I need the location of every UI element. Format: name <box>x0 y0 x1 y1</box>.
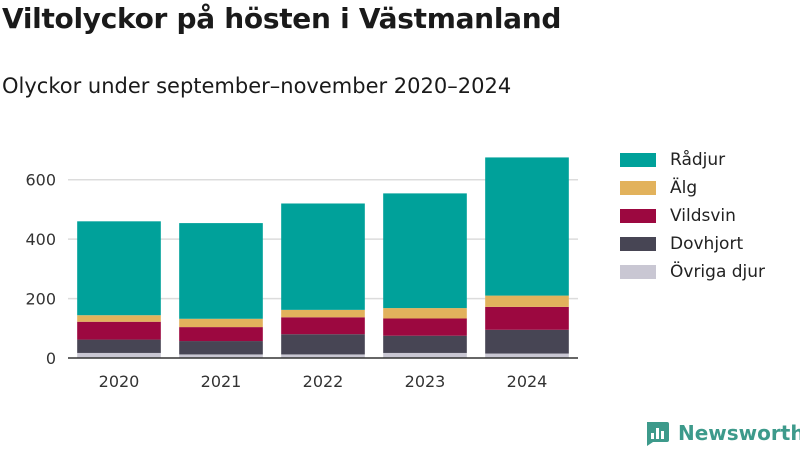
legend-item: Övriga djur <box>620 258 765 286</box>
y-tick-label: 0 <box>46 349 56 368</box>
legend-item: Älg <box>620 174 765 202</box>
newsworthy-logo-icon <box>647 422 669 446</box>
brand-name: Newsworthy <box>678 421 800 445</box>
bar-segment <box>383 352 467 358</box>
bar-segment <box>179 318 263 328</box>
y-axis: 0 200 400 600 <box>25 171 56 368</box>
legend-swatch <box>620 265 656 279</box>
bar-segment <box>485 353 569 358</box>
bar-segment <box>281 334 365 355</box>
x-tick-label: 2024 <box>507 372 548 391</box>
legend-label: Vildsvin <box>670 206 736 226</box>
y-tick-label: 400 <box>25 230 56 249</box>
bar-segment <box>281 354 365 358</box>
x-tick-label: 2021 <box>201 372 242 391</box>
x-tick-label: 2023 <box>405 372 446 391</box>
bar-segment <box>281 203 365 310</box>
bar-segment <box>77 352 161 358</box>
legend-swatch <box>620 181 656 195</box>
bar-segment <box>383 308 467 319</box>
bar-segment <box>179 354 263 358</box>
legend-item: Vildsvin <box>620 202 765 230</box>
bar-segment <box>77 221 161 316</box>
x-tick-label: 2020 <box>99 372 140 391</box>
bar-segment <box>383 318 467 336</box>
x-tick-label: 2022 <box>303 372 344 391</box>
bar-segment <box>179 327 263 342</box>
legend-swatch <box>620 209 656 223</box>
bar-segment <box>281 317 365 335</box>
bar-segment <box>485 329 569 354</box>
legend-swatch <box>620 153 656 167</box>
legend-label: Rådjur <box>670 150 726 170</box>
bars <box>77 157 569 358</box>
brand: Newsworthy <box>644 420 800 446</box>
bar-segment <box>179 223 263 319</box>
legend-item: Dovhjort <box>620 230 765 258</box>
bar-segment <box>485 157 569 296</box>
x-axis: 2020 2021 2022 2023 2024 <box>99 372 548 391</box>
bar-segment <box>77 321 161 340</box>
bar-segment <box>485 295 569 307</box>
legend-label: Övriga djur <box>670 262 766 282</box>
bar-segment <box>485 306 569 330</box>
bar-segment <box>281 309 365 318</box>
y-tick-label: 600 <box>25 171 56 190</box>
legend-swatch <box>620 237 656 251</box>
legend-label: Älg <box>670 178 698 198</box>
chart-title: Viltolyckor på hösten i Västmanland <box>2 2 562 35</box>
y-tick-label: 200 <box>25 290 56 309</box>
legend-item: Rådjur <box>620 146 765 174</box>
bar-segment <box>77 315 161 322</box>
bar-segment <box>383 335 467 353</box>
legend-label: Dovhjort <box>670 234 744 254</box>
bar-segment <box>77 339 161 353</box>
chart-subtitle: Olyckor under september–november 2020–20… <box>2 74 512 98</box>
bar-segment <box>179 341 263 355</box>
bar-segment <box>383 193 467 309</box>
legend: Rådjur Älg Vildsvin Dovhjort Övriga djur <box>620 146 765 286</box>
